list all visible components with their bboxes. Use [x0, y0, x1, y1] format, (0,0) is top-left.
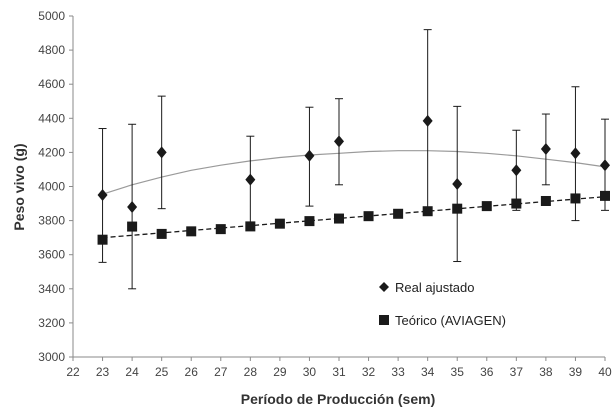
square-point [481, 201, 492, 212]
x-tick-label: 23 [96, 365, 110, 379]
square-point [245, 221, 256, 232]
x-tick-label: 28 [244, 365, 258, 379]
x-tick-label: 36 [480, 365, 494, 379]
square-point [393, 208, 404, 219]
x-tick-label: 38 [539, 365, 553, 379]
diamond-point [334, 135, 344, 148]
x-tick-label: 37 [510, 365, 524, 379]
square-point [274, 218, 285, 229]
y-tick-label: 4600 [38, 77, 65, 91]
y-tick-label: 3400 [38, 282, 65, 296]
square-point [215, 224, 226, 235]
square-point [422, 206, 433, 217]
data-points [97, 114, 610, 245]
legend-item-real: Real ajustado [379, 280, 475, 295]
y-tick-label: 5000 [38, 9, 65, 23]
legend-item-teorico: Teórico (AVIAGEN) [379, 313, 506, 328]
error-bars [98, 29, 609, 290]
x-tick-label: 25 [155, 365, 169, 379]
y-tick-label: 3200 [38, 316, 65, 330]
x-tick-label: 26 [185, 365, 199, 379]
x-tick-label: 32 [362, 365, 376, 379]
diamond-point [304, 149, 315, 162]
diamond-point [97, 189, 108, 202]
diamond-point [452, 177, 463, 190]
trendlines [102, 150, 606, 239]
x-tick-label: 31 [332, 365, 346, 379]
square-point [334, 213, 344, 224]
diamond-point [511, 164, 522, 177]
legend-label-teorico: Teórico (AVIAGEN) [395, 313, 506, 328]
axes [72, 16, 605, 358]
diamond-point [156, 146, 167, 159]
square-point [186, 226, 197, 237]
diamond-point [600, 159, 610, 172]
square-point [452, 203, 463, 214]
diamond-point [422, 114, 433, 127]
y-tick-label: 3600 [38, 248, 65, 262]
legend-label-real: Real ajustado [395, 280, 475, 295]
x-tick-label: 24 [125, 365, 139, 379]
y-tick-label: 4400 [38, 111, 65, 125]
diamond-point [245, 173, 256, 186]
square-point [156, 228, 167, 239]
x-tick-label: 30 [303, 365, 317, 379]
x-axis-title: Período de Producción (sem) [241, 391, 435, 407]
y-tick-label: 3800 [38, 214, 65, 228]
square-point [570, 193, 581, 204]
legend: Real ajustado Teórico (AVIAGEN) [379, 280, 506, 328]
legend-square-marker [379, 315, 389, 325]
y-tick-label: 4000 [38, 180, 65, 194]
y-tick-label: 4800 [38, 43, 65, 57]
y-axis-title: Peso vivo (g) [11, 143, 27, 230]
diamond-point [570, 147, 581, 160]
x-tick-label: 22 [66, 365, 80, 379]
square-point [304, 216, 315, 227]
square-point [540, 195, 551, 206]
square-point [363, 211, 374, 222]
legend-diamond-marker [379, 282, 389, 292]
diamond-point [540, 142, 551, 155]
x-tick-label: 39 [569, 365, 583, 379]
trendline-teorico [102, 196, 606, 239]
tick-labels: 22 23 24 25 26 27 28 29 30 31 32 33 34 35 36 37 38 39 40 30… [38, 9, 612, 379]
x-tick-label: 29 [273, 365, 287, 379]
trendline-real [102, 150, 606, 195]
diamond-point [127, 200, 138, 213]
x-tick-label: 34 [421, 365, 435, 379]
y-tick-label: 3000 [38, 350, 65, 364]
square-point [127, 221, 138, 232]
x-tick-label: 40 [598, 365, 612, 379]
square-point [511, 198, 522, 209]
x-tick-label: 35 [451, 365, 465, 379]
x-tick-label: 27 [214, 365, 228, 379]
square-point [97, 234, 108, 245]
x-tick-label: 33 [391, 365, 405, 379]
square-point [600, 190, 610, 201]
y-tick-label: 4200 [38, 145, 65, 159]
